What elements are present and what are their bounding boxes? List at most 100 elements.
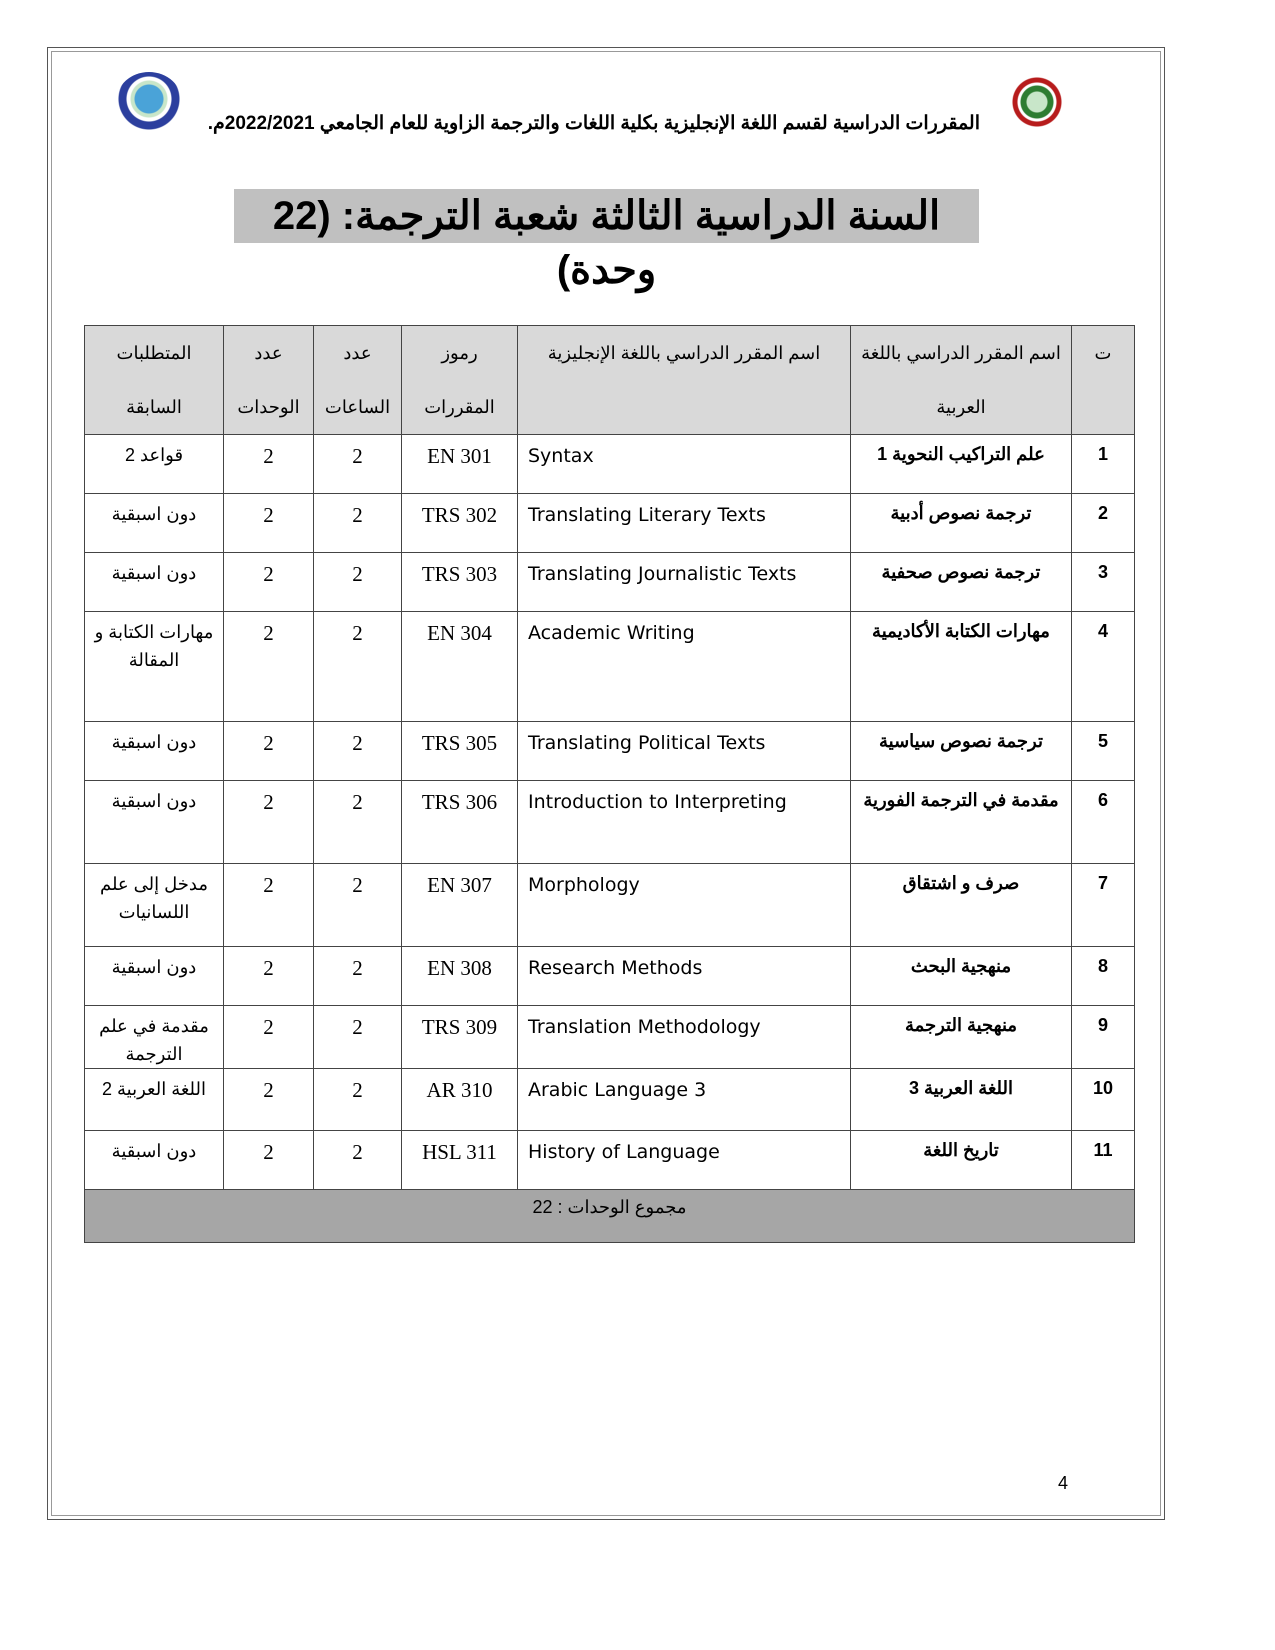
english-course-name: Research Methods bbox=[517, 946, 851, 1006]
header-hours: عدد الساعات bbox=[313, 325, 402, 435]
prerequisite: دون اسبقية bbox=[84, 493, 224, 553]
arabic-course-name: منهجية الترجمة bbox=[850, 1005, 1072, 1069]
hours: 2 bbox=[313, 780, 402, 864]
hours: 2 bbox=[313, 863, 402, 947]
arabic-course-name: تاريخ اللغة bbox=[850, 1130, 1072, 1190]
english-course-name: Translation Methodology bbox=[517, 1005, 851, 1069]
header-prerequisites: المتطلبات السابقة bbox=[84, 325, 224, 435]
arabic-course-name: مهارات الكتابة الأكاديمية bbox=[850, 611, 1072, 722]
hours: 2 bbox=[313, 1068, 402, 1131]
english-course-name: Syntax bbox=[517, 434, 851, 494]
university-logo bbox=[1012, 72, 1062, 132]
hours: 2 bbox=[313, 1005, 402, 1069]
arabic-course-name: ترجمة نصوص صحفية bbox=[850, 552, 1072, 612]
course-code: EN 304 bbox=[401, 611, 518, 722]
arabic-course-name: ترجمة نصوص أدبية bbox=[850, 493, 1072, 553]
header-units: عدد الوحدات bbox=[223, 325, 314, 435]
hours: 2 bbox=[313, 1130, 402, 1190]
prerequisite: قواعد 2 bbox=[84, 434, 224, 494]
prerequisite: دون اسبقية bbox=[84, 780, 224, 864]
table-row: 4 مهارات الكتابة الأكاديمية Academic Writi… bbox=[84, 611, 1135, 722]
course-code: EN 308 bbox=[401, 946, 518, 1006]
arabic-course-name: علم التراكيب النحوية 1 bbox=[850, 434, 1072, 494]
course-code: TRS 306 bbox=[401, 780, 518, 864]
table-header-row: ت اسم المقرر الدراسي باللغة العربية اسم … bbox=[84, 325, 1135, 435]
prerequisite: دون اسبقية bbox=[84, 1130, 224, 1190]
table-row: 5 ترجمة نصوص سياسية Translating Political … bbox=[84, 721, 1135, 781]
table-row: 7 صرف و اشتقاق Morphology EN 307 2 2 مدخل إلى … bbox=[84, 863, 1135, 947]
english-course-name: Translating Political Texts bbox=[517, 721, 851, 781]
hours: 2 bbox=[313, 946, 402, 1006]
units: 2 bbox=[223, 493, 314, 553]
units: 2 bbox=[223, 1068, 314, 1131]
prerequisite: مدخل إلى علم اللسانيات bbox=[84, 863, 224, 947]
row-number: 3 bbox=[1071, 552, 1135, 612]
course-code: TRS 302 bbox=[401, 493, 518, 553]
page-border-inner bbox=[51, 51, 1161, 1516]
units: 2 bbox=[223, 611, 314, 722]
table-row: 3 ترجمة نصوص صحفية Translating Journalisti… bbox=[84, 552, 1135, 612]
prerequisite: دون اسبقية bbox=[84, 946, 224, 1006]
prerequisite: مهارات الكتابة و المقالة bbox=[84, 611, 224, 722]
page-title: السنة الدراسية الثالثة شعبة الترجمة: (22… bbox=[234, 189, 979, 292]
english-course-name: Introduction to Interpreting bbox=[517, 780, 851, 864]
table-row: 8 منهجية البحث Research Methods EN 308 2 2 دون… bbox=[84, 946, 1135, 1006]
course-code: TRS 305 bbox=[401, 721, 518, 781]
row-number: 6 bbox=[1071, 780, 1135, 864]
arabic-course-name: اللغة العربية 3 bbox=[850, 1068, 1072, 1131]
arabic-course-name: منهجية البحث bbox=[850, 946, 1072, 1006]
row-number: 1 bbox=[1071, 434, 1135, 494]
units: 2 bbox=[223, 1130, 314, 1190]
row-number: 7 bbox=[1071, 863, 1135, 947]
total-units: مجموع الوحدات : 22 bbox=[84, 1189, 1135, 1243]
hours: 2 bbox=[313, 721, 402, 781]
hours: 2 bbox=[313, 611, 402, 722]
hours: 2 bbox=[313, 552, 402, 612]
prerequisite: مقدمة في علم الترجمة bbox=[84, 1005, 224, 1069]
row-number: 2 bbox=[1071, 493, 1135, 553]
english-course-name: Academic Writing bbox=[517, 611, 851, 722]
english-course-name: Arabic Language 3 bbox=[517, 1068, 851, 1131]
units: 2 bbox=[223, 434, 314, 494]
english-course-name: Translating Journalistic Texts bbox=[517, 552, 851, 612]
table-row: 10 اللغة العربية 3 Arabic Language 3 AR 310… bbox=[84, 1068, 1135, 1131]
course-code: AR 310 bbox=[401, 1068, 518, 1131]
prerequisite: دون اسبقية bbox=[84, 552, 224, 612]
table-row: 1 علم التراكيب النحوية 1 Syntax EN 301 2 2 قوا… bbox=[84, 434, 1135, 494]
english-course-name: Morphology bbox=[517, 863, 851, 947]
page-border bbox=[47, 47, 1165, 1520]
units: 2 bbox=[223, 1005, 314, 1069]
units: 2 bbox=[223, 721, 314, 781]
row-number: 5 bbox=[1071, 721, 1135, 781]
arabic-course-name: مقدمة في الترجمة الفورية bbox=[850, 780, 1072, 864]
course-code: HSL 311 bbox=[401, 1130, 518, 1190]
table-row: 6 مقدمة في الترجمة الفورية Introduction to… bbox=[84, 780, 1135, 864]
row-number: 8 bbox=[1071, 946, 1135, 1006]
english-course-name: History of Language bbox=[517, 1130, 851, 1190]
arabic-course-name: صرف و اشتقاق bbox=[850, 863, 1072, 947]
arabic-course-name: ترجمة نصوص سياسية bbox=[850, 721, 1072, 781]
header-english-name: اسم المقرر الدراسي باللغة الإنجليزية bbox=[517, 325, 851, 435]
document-subtitle: المقررات الدراسية لقسم اللغة الإنجليزية … bbox=[207, 113, 980, 134]
row-number: 4 bbox=[1071, 611, 1135, 722]
page-number: 4 bbox=[1058, 1473, 1069, 1493]
header-arabic-name: اسم المقرر الدراسي باللغة العربية bbox=[850, 325, 1072, 435]
units: 2 bbox=[223, 863, 314, 947]
hours: 2 bbox=[313, 434, 402, 494]
row-number: 11 bbox=[1071, 1130, 1135, 1190]
faculty-logo bbox=[116, 72, 182, 132]
header-number: ت bbox=[1071, 325, 1135, 435]
hours: 2 bbox=[313, 493, 402, 553]
total-row: مجموع الوحدات : 22 bbox=[84, 1189, 1135, 1243]
header-code: رموز المقررات bbox=[401, 325, 518, 435]
course-code: EN 307 bbox=[401, 863, 518, 947]
course-code: EN 301 bbox=[401, 434, 518, 494]
row-number: 9 bbox=[1071, 1005, 1135, 1069]
table-row: 2 ترجمة نصوص أدبية Translating Literary Te… bbox=[84, 493, 1135, 553]
courses-table: ت اسم المقرر الدراسي باللغة العربية اسم … bbox=[84, 325, 1135, 1243]
table-row: 9 منهجية الترجمة Translation Methodology TR… bbox=[84, 1005, 1135, 1069]
row-number: 10 bbox=[1071, 1068, 1135, 1131]
table-row: 11 تاريخ اللغة History of Language HSL 311 2… bbox=[84, 1130, 1135, 1190]
course-code: TRS 309 bbox=[401, 1005, 518, 1069]
